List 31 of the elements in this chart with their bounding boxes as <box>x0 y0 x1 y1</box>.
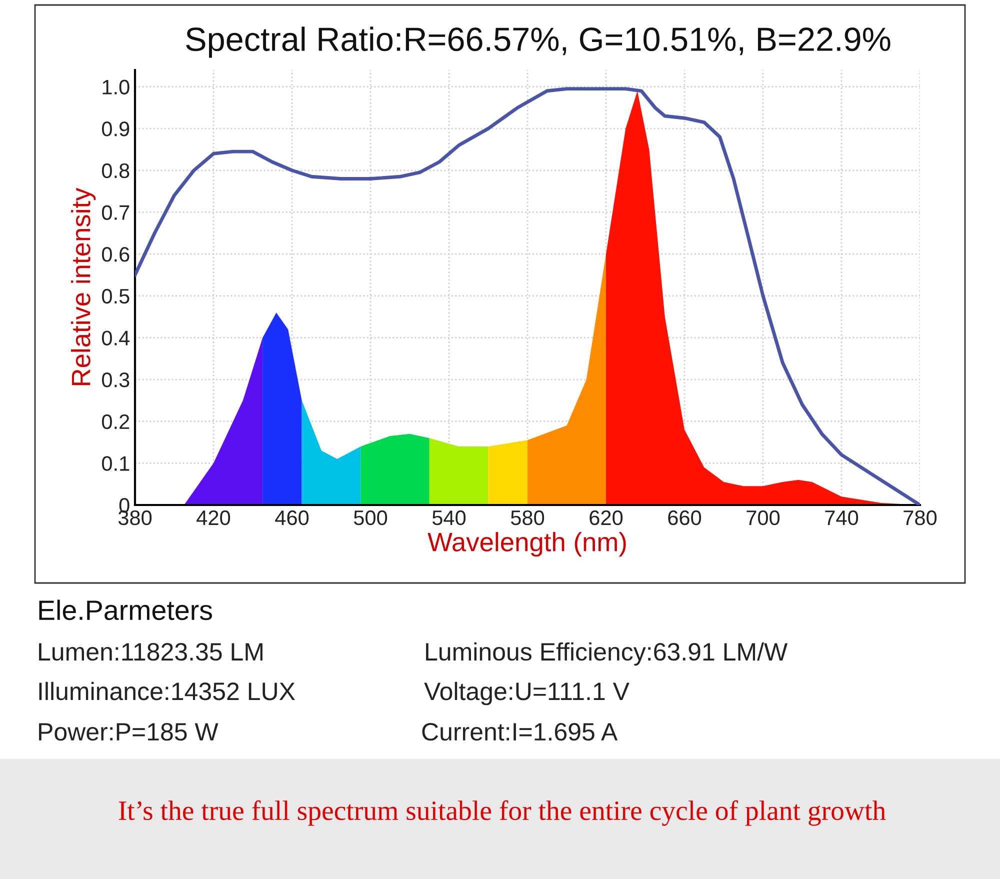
y-tick-label: 0.4 <box>102 330 130 346</box>
y-tick-label: 0.5 <box>102 288 130 304</box>
y-tick-label: 1.0 <box>102 80 130 94</box>
y-tick-label: 0.7 <box>102 205 130 220</box>
x-tick-label: 420 <box>196 510 230 526</box>
y-tick-label: 0.3 <box>102 372 130 388</box>
x-tick-label: 700 <box>746 510 780 526</box>
x-tick-label: 540 <box>432 510 466 526</box>
text: Illuminance:14352 LUX <box>39 682 295 700</box>
chart-title: Spectral Ratio:R=66.57%, G=10.51%, B=22.9% <box>186 26 890 58</box>
x-tick-label: 580 <box>510 510 544 526</box>
text: Voltage:U=111.1 V <box>424 682 630 706</box>
y-axis-title: Relative intensity <box>71 188 96 386</box>
text: Luminous Efficiency:63.91 LM/W <box>426 642 788 666</box>
text: Ele.Parmeters <box>39 600 212 620</box>
text: It’s the true full spectrum suitable for the entire cycle of plant growth <box>118 800 886 826</box>
text: Current:I=1.695 A <box>422 722 618 741</box>
y-tick-label: 0.9 <box>102 122 130 136</box>
x-tick-label: 780 <box>904 510 937 526</box>
x-tick-label: 620 <box>590 510 623 526</box>
x-axis-title: Wavelength (nm) <box>428 532 626 557</box>
text: Lumen:11823.35 LM <box>39 642 262 661</box>
y-tick-label: 0.6 <box>102 247 130 262</box>
x-tick-label: 740 <box>825 510 858 526</box>
x-tick-label: 500 <box>354 510 388 526</box>
x-tick-label: 460 <box>275 510 309 526</box>
y-tick-label: 0.8 <box>102 163 130 178</box>
text: Power:P=185 W <box>39 722 218 741</box>
y-tick-label: 0.2 <box>102 414 130 430</box>
x-tick-label: 660 <box>668 510 702 526</box>
y-tick-label: 0.1 <box>102 456 130 471</box>
